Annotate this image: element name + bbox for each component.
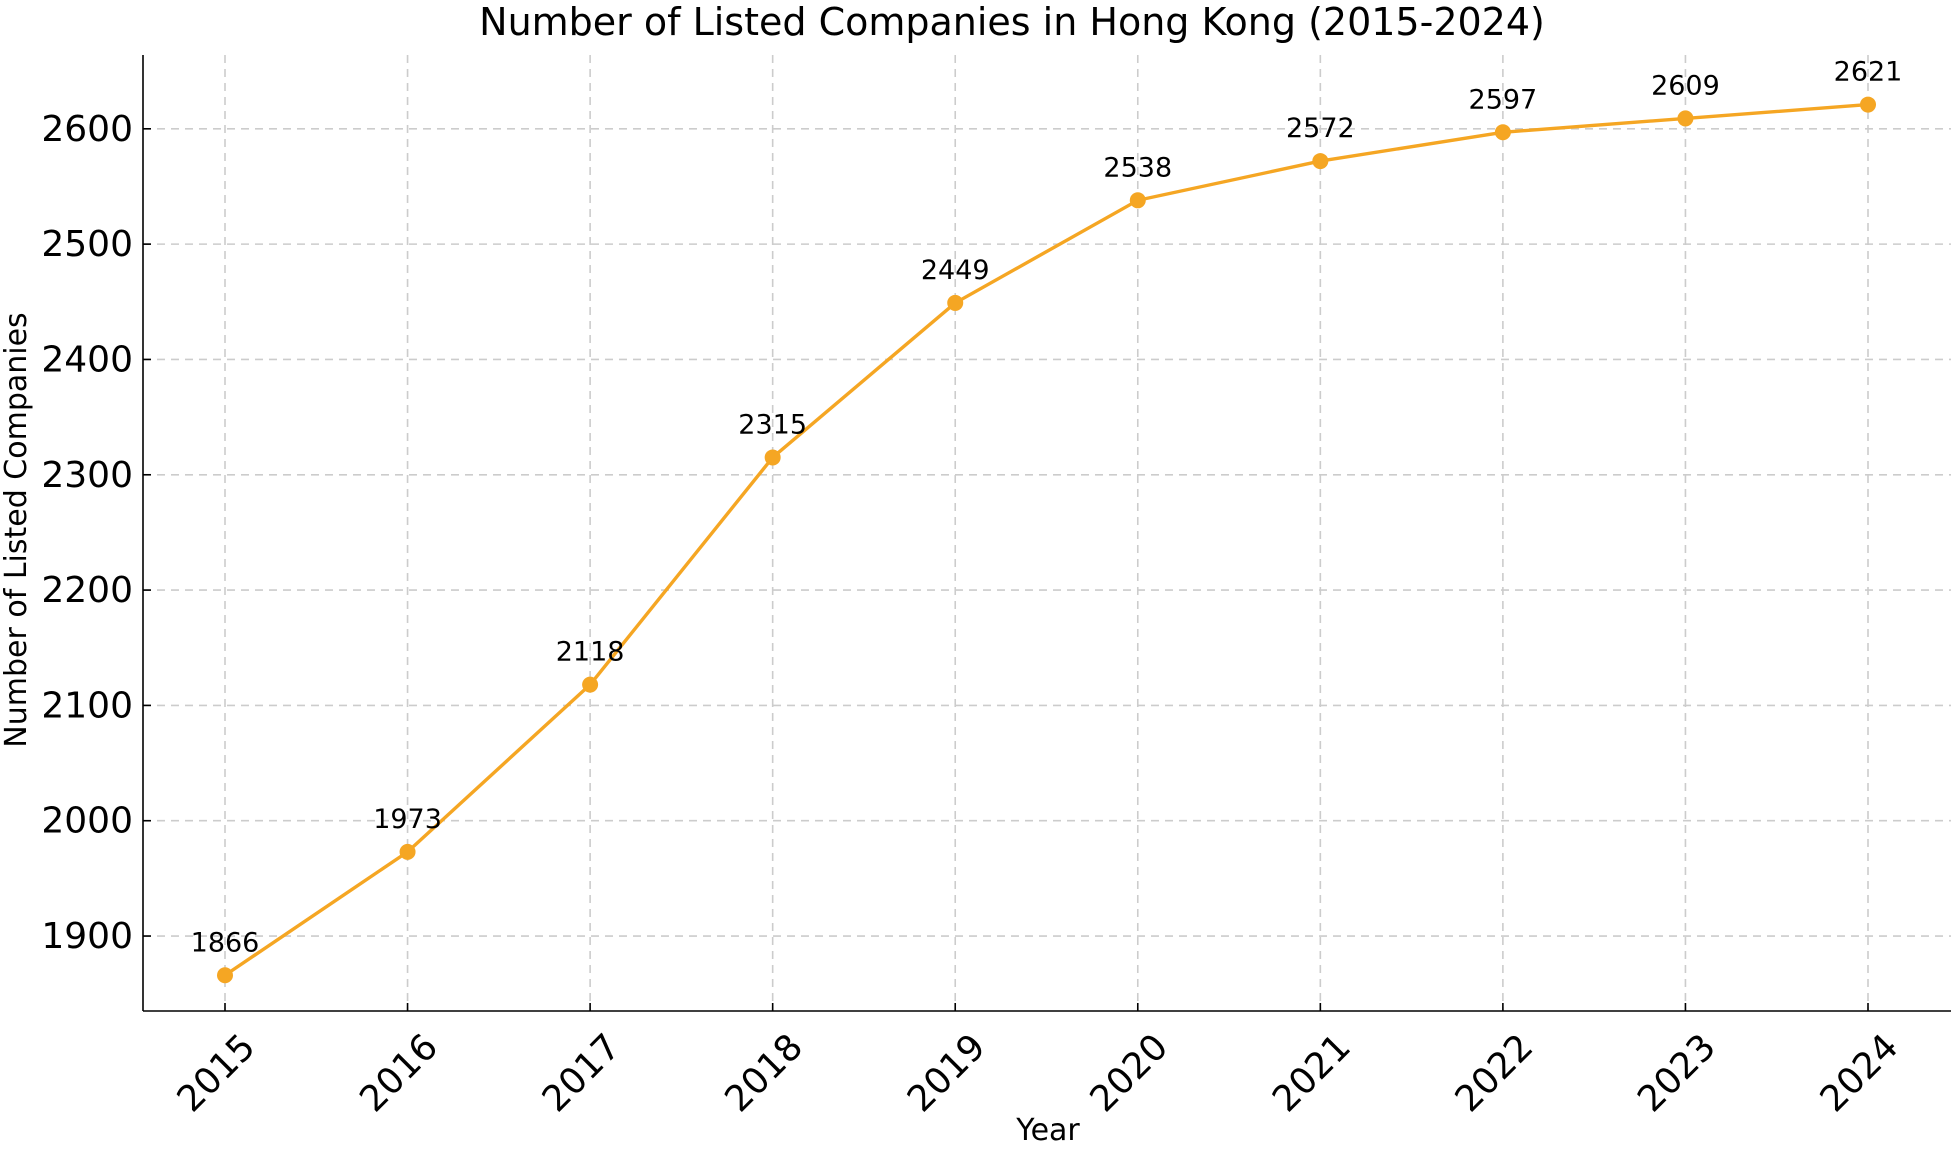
y-tick-label: 1900 (41, 916, 133, 957)
x-tick-label: 2017 (535, 1026, 629, 1120)
series-line (223, 102, 1870, 977)
data-label: 2449 (921, 255, 990, 286)
data-label: 2597 (1469, 84, 1538, 115)
data-point (399, 843, 416, 860)
x-tick-label: 2018 (717, 1026, 811, 1120)
y-tick-label: 2000 (41, 801, 133, 842)
data-point (764, 449, 781, 466)
data-label: 1866 (191, 927, 260, 958)
data-point (1860, 96, 1876, 113)
x-tick-label: 2016 (352, 1026, 446, 1120)
data-labels: 1866 1973 2118 2315 2449 2538 2572 2597 2609 2621 (191, 57, 1903, 959)
y-tick-label: 2600 (41, 109, 133, 150)
data-label: 2572 (1286, 113, 1355, 144)
y-tick-label: 2100 (41, 685, 133, 726)
x-tick-label: 2022 (1448, 1026, 1542, 1120)
data-point (1494, 124, 1511, 141)
y-tick-label: 2400 (41, 339, 133, 380)
data-label: 1973 (373, 804, 442, 835)
data-label: 2621 (1834, 57, 1903, 88)
series-layer (217, 96, 1876, 984)
data-label: 2538 (1103, 152, 1172, 183)
data-label: 2609 (1651, 70, 1720, 101)
data-point (1677, 110, 1694, 127)
data-point (1129, 192, 1146, 209)
grid-lines (143, 55, 1951, 1011)
x-tick-label: 2019 (900, 1026, 994, 1120)
x-tick-label: 2021 (1265, 1026, 1359, 1120)
data-point (582, 676, 599, 693)
data-label: 2315 (738, 409, 807, 440)
x-tick-label: 2015 (170, 1026, 264, 1120)
x-tick-label: 2024 (1813, 1026, 1907, 1120)
x-tick-label: 2023 (1630, 1026, 1724, 1120)
x-tick-label: 2020 (1082, 1026, 1176, 1120)
y-tick-label: 2500 (41, 224, 133, 265)
data-label: 2118 (556, 637, 625, 668)
data-point (217, 967, 233, 984)
x-axis-label: Year (1015, 1113, 1080, 1148)
data-point (947, 294, 964, 311)
data-point (1312, 153, 1329, 170)
y-axis-label: Number of Listed Companies (0, 312, 34, 747)
chart-title: Number of Listed Companies in Hong Kong … (479, 0, 1545, 44)
axes (142, 55, 1951, 1012)
y-tick-label: 2200 (41, 570, 133, 611)
y-tick-label: 2300 (41, 455, 133, 496)
